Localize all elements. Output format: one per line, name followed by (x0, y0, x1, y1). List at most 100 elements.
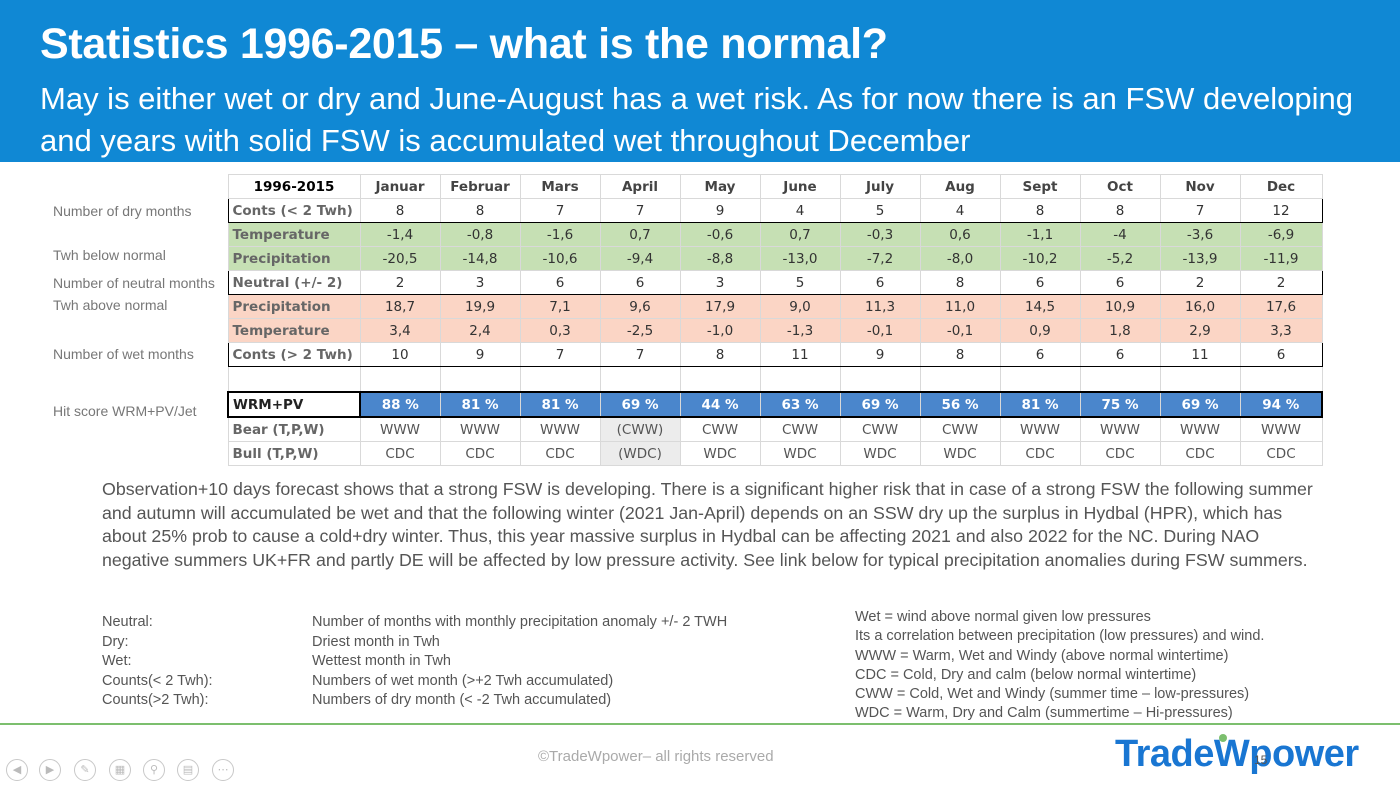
table-cell: 0,6 (919, 222, 1001, 247)
slide-subtitle: May is either wet or dry and June-August… (40, 81, 1353, 158)
row-label: Temperature (227, 318, 361, 343)
table-cell: CDC (519, 441, 601, 466)
legend-term: Counts(< 2 Twh): (102, 672, 213, 689)
empty-cell (1079, 366, 1161, 393)
row-label-hit: Hit score WRM+PV/Jet (53, 403, 197, 419)
table-cell: 9,6 (599, 294, 681, 319)
table-cell: CWW (839, 416, 921, 442)
legend-code-line: Wet = wind above normal given low pressu… (855, 609, 1151, 625)
logo-dot-icon (1219, 734, 1228, 742)
tradewpower-logo: TradeWpower (1115, 733, 1359, 776)
table-cell: -3,6 (1159, 222, 1241, 247)
table-cell: 2 (1239, 270, 1323, 295)
legend-term: Neutral: (102, 614, 153, 630)
month-header: Dec (1239, 174, 1323, 199)
more-icon[interactable]: ⋯ (212, 759, 234, 781)
table-cell: 44 % (679, 391, 761, 418)
table-cell: 8 (999, 198, 1081, 223)
table-cell: 81 % (439, 391, 521, 418)
table-cell: 63 % (759, 391, 841, 418)
table-cell: -7,2 (839, 246, 921, 271)
table-cell: -0,1 (919, 318, 1001, 343)
empty-cell (227, 366, 361, 393)
row-label: Temperature (227, 222, 361, 247)
table-cell: 2,9 (1159, 318, 1241, 343)
table-cell: 0,3 (519, 318, 601, 343)
month-header: May (679, 174, 761, 199)
row-label: Precipitation (227, 246, 361, 271)
legend-definition: Wettest month in Twh (312, 653, 451, 669)
table-cell: -8,8 (679, 246, 761, 271)
wet-count-row: Conts (> 2 Twh) 10 9 7 7 8 11 9 8 6 6 11 6 (227, 342, 1323, 367)
page-number: 15 (1254, 753, 1268, 767)
table-cell: 9 (839, 342, 921, 367)
empty-cell (439, 366, 521, 393)
row-label-above: Twh above normal (53, 297, 168, 313)
month-header: Mars (519, 174, 601, 199)
table-cell: 18,7 (359, 294, 441, 319)
table-cell: 17,6 (1239, 294, 1323, 319)
table-cell: WDC (679, 441, 761, 466)
next-icon[interactable]: ▶ (39, 759, 61, 781)
row-label-dry: Number of dry months (53, 203, 192, 219)
table-cell: -1,0 (679, 318, 761, 343)
copyright-text: ©TradeWpower– all rights reserved (538, 748, 774, 765)
zoom-icon[interactable]: ⚲ (143, 759, 165, 781)
empty-cell (519, 366, 601, 393)
table-cell: 2 (359, 270, 441, 295)
table-cell: WWW (359, 416, 441, 442)
legend-definition: Driest month in Twh (312, 633, 440, 650)
month-header: April (599, 174, 681, 199)
table-cell: -13,9 (1159, 246, 1241, 271)
table-cell: 7 (1159, 198, 1241, 223)
table-cell: -6,9 (1239, 222, 1323, 247)
table-cell: -20,5 (359, 246, 441, 271)
legend-term: Dry: (102, 633, 129, 650)
row-label-neutral: Number of neutral months (53, 275, 215, 291)
table-cell: CWW (759, 416, 841, 442)
table-cell: 0,7 (759, 222, 841, 247)
table-cell: 69 % (1159, 391, 1241, 418)
slides-icon[interactable]: ▦ (109, 759, 131, 781)
above-precipitation-row: Precipitation 18,7 19,9 7,1 9,6 17,9 9,0 11,3 11… (227, 294, 1323, 319)
table-cell: 6 (599, 270, 681, 295)
month-header: Aug (919, 174, 1001, 199)
prev-icon[interactable]: ◀ (6, 759, 28, 781)
table-cell: 75 % (1079, 391, 1161, 418)
subtitle-icon[interactable]: ▤ (177, 759, 199, 781)
table-cell: 81 % (999, 391, 1081, 418)
table-cell: -1,6 (519, 222, 601, 247)
row-label: Conts (< 2 Twh) (227, 198, 361, 223)
empty-cell (359, 366, 441, 393)
table-cell: WDC (919, 441, 1001, 466)
table-cell: 10,9 (1079, 294, 1161, 319)
bull-row: Bull (T,P,W) CDC CDC CDC (WDC) WDC WDC WDC WDC CD… (227, 441, 1323, 466)
table-cell: 3,4 (359, 318, 441, 343)
table-cell: WDC (759, 441, 841, 466)
legend-definition: Numbers of wet month (>+2 Twh accumulate… (312, 672, 614, 689)
month-header: July (839, 174, 921, 199)
pen-icon[interactable]: ✎ (74, 759, 96, 781)
table-cell: WDC (839, 441, 921, 466)
empty-cell (839, 366, 921, 393)
table-cell: -5,2 (1079, 246, 1161, 271)
table-cell: -0,6 (679, 222, 761, 247)
table-cell: 8 (919, 342, 1001, 367)
footer-divider (0, 723, 1400, 725)
table-cell: 5 (759, 270, 841, 295)
table-cell: 69 % (839, 391, 921, 418)
table-cell: CDC (439, 441, 521, 466)
table-cell: -2,5 (599, 318, 681, 343)
row-label-below: Twh below normal (53, 247, 166, 263)
table-cell: 7 (519, 198, 601, 223)
table-cell: 8 (359, 198, 441, 223)
table-cell: -0,1 (839, 318, 921, 343)
legend-code-line: Its a correlation between precipitation … (855, 628, 1265, 645)
table-cell: WWW (1159, 416, 1241, 442)
empty-cell (679, 366, 761, 393)
empty-cell (999, 366, 1081, 393)
row-label: Bull (T,P,W) (227, 441, 361, 466)
row-label: Conts (> 2 Twh) (227, 342, 361, 367)
table-cell: 3 (679, 270, 761, 295)
table-cell: 17,9 (679, 294, 761, 319)
